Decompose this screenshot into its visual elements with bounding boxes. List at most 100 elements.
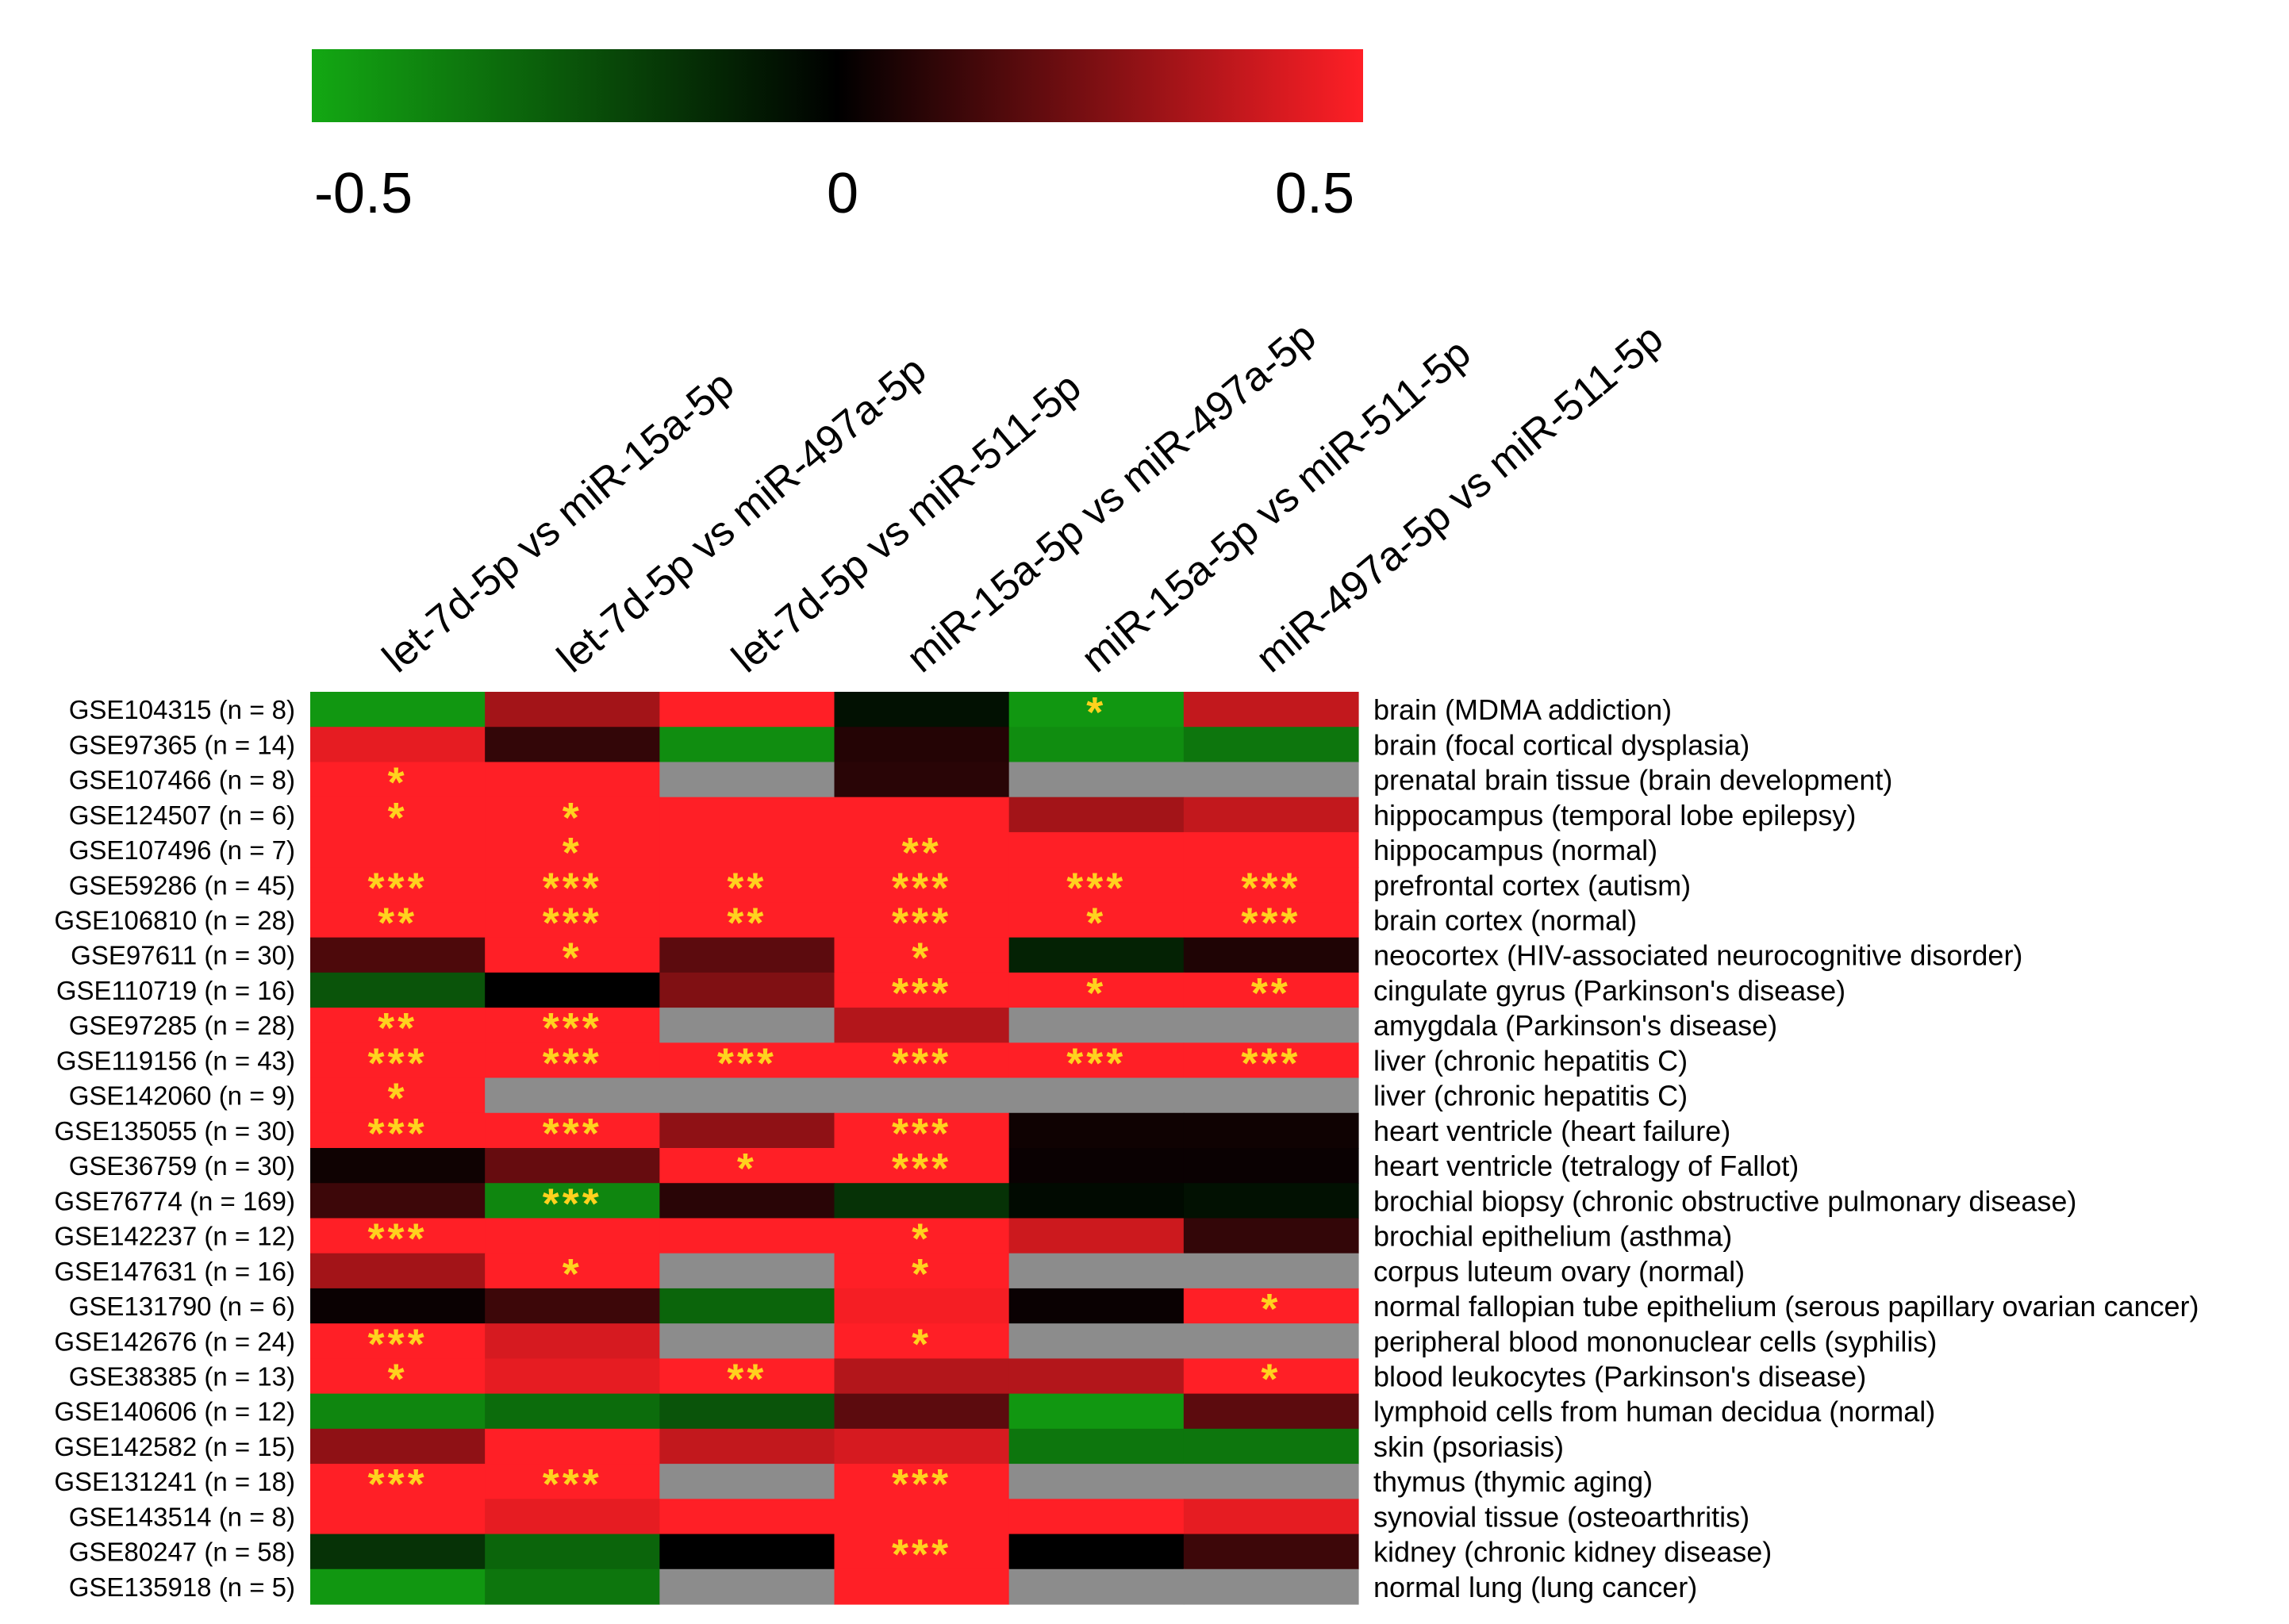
heatmap-cell [485, 1183, 660, 1219]
colorbar: -0.5 0 0.5 [312, 49, 1363, 225]
significance-marker: *** [1241, 1039, 1300, 1087]
heatmap-cell [485, 902, 660, 939]
heatmap-cell [659, 867, 835, 903]
heatmap-cell [1008, 972, 1185, 1008]
dataset-label: GSE59286 (n = 45) [69, 870, 295, 900]
heatmap-cell [1183, 1008, 1359, 1043]
heatmap-cell [659, 1183, 835, 1219]
heatmap-cell [485, 797, 660, 833]
significance-marker: *** [368, 1110, 428, 1158]
significance-marker: *** [543, 1180, 602, 1227]
dataset-label: GSE143514 (n = 8) [69, 1502, 295, 1531]
colorbar-tick-label: -0.5 [314, 162, 413, 225]
heatmap-cell [1183, 1499, 1359, 1535]
heatmap-cell [1008, 1358, 1185, 1395]
significance-marker: *** [892, 969, 951, 1017]
dataset-label: GSE135055 (n = 30) [54, 1116, 295, 1146]
heatmap-cell [485, 1148, 660, 1184]
heatmap-cell [1183, 937, 1359, 973]
heatmap-cell [659, 1042, 835, 1079]
heatmap-cell [310, 1253, 486, 1289]
heatmap-cell [1183, 1077, 1359, 1114]
heatmap-cell [1008, 1428, 1185, 1465]
heatmap-cell [1008, 902, 1185, 939]
dataset-label: GSE147631 (n = 16) [54, 1257, 295, 1286]
heatmap-cell [659, 831, 835, 868]
dataset-label: GSE131790 (n = 6) [69, 1292, 295, 1321]
tissue-label: prenatal brain tissue (brain development… [1373, 764, 1892, 797]
heatmap-cell [834, 1218, 1010, 1254]
heatmap-cell [485, 1112, 660, 1149]
significance-marker: *** [368, 864, 428, 912]
heatmap-cell [834, 1077, 1010, 1114]
significance-marker: * [563, 935, 582, 982]
heatmap-cell [834, 1568, 1010, 1605]
heatmap-cell [485, 692, 660, 728]
heatmap-cell [659, 972, 835, 1008]
significance-marker: *** [1241, 864, 1300, 912]
dataset-label: GSE107466 (n = 8) [69, 766, 295, 795]
heatmap-cell [659, 692, 835, 728]
dataset-label: GSE142676 (n = 24) [54, 1326, 295, 1356]
heatmap-cell [310, 1428, 486, 1465]
heatmap-cell [1183, 1358, 1359, 1395]
tissue-label: synovial tissue (osteoarthritis) [1373, 1500, 1749, 1533]
heatmap-cell [485, 1393, 660, 1430]
heatmap-cell [485, 1428, 660, 1465]
heatmap-cell [485, 1499, 660, 1535]
heatmap-cell [834, 1428, 1010, 1465]
significance-marker: * [388, 1075, 408, 1123]
column-label: let-7d-5p vs miR-511-5p [724, 364, 1090, 681]
dataset-label: GSE104315 (n = 8) [69, 695, 295, 724]
heatmap-cell [659, 1148, 835, 1184]
tissue-label: neocortex (HIV-associated neurocognitive… [1373, 939, 2022, 972]
heatmap-cell [659, 1358, 835, 1395]
heatmap-cell [485, 1358, 660, 1395]
dataset-label: GSE107496 (n = 7) [69, 835, 295, 865]
heatmap-cell [485, 727, 660, 763]
significance-marker: ** [378, 1004, 417, 1052]
heatmap-cell [659, 1534, 835, 1570]
significance-marker: ** [1251, 969, 1291, 1017]
tissue-label: normal lung (lung cancer) [1373, 1571, 1697, 1603]
heatmap-cell [834, 1008, 1010, 1043]
significance-marker: * [1261, 1356, 1281, 1403]
heatmap-cell [485, 1253, 660, 1289]
heatmap-cell [659, 1077, 835, 1114]
heatmap-cell [1008, 1218, 1185, 1254]
heatmap-cell [1183, 1568, 1359, 1605]
heatmap-cell [659, 1464, 835, 1499]
heatmap-cell [659, 762, 835, 798]
significance-marker: *** [892, 1145, 951, 1192]
significance-marker: ** [727, 864, 766, 912]
tissue-label: liver (chronic hepatitis C) [1373, 1080, 1688, 1112]
dataset-label: GSE76774 (n = 169) [54, 1186, 295, 1215]
tissue-label: brain (focal cortical dysplasia) [1373, 728, 1749, 761]
heatmap-cell [310, 1499, 486, 1535]
tissue-label: blood leukocytes (Parkinson's disease) [1373, 1361, 1866, 1393]
significance-marker: * [1086, 689, 1106, 736]
heatmap-cell [1183, 1042, 1359, 1079]
tissue-label: corpus luteum ovary (normal) [1373, 1255, 1745, 1288]
dataset-label: GSE142060 (n = 9) [69, 1081, 295, 1111]
significance-marker: *** [1066, 864, 1126, 912]
heatmap-cell [310, 1393, 486, 1430]
heatmap-cell [834, 867, 1010, 903]
significance-marker: *** [543, 1110, 602, 1158]
heatmap-cell [834, 1148, 1010, 1184]
heatmap-cell [659, 1253, 835, 1289]
dataset-label: GSE119156 (n = 43) [56, 1046, 295, 1075]
heatmap-cell [310, 831, 486, 868]
heatmap-cell [1008, 937, 1185, 973]
heatmap-cell [310, 867, 486, 903]
significance-marker: ** [378, 900, 417, 947]
tissue-label: normal fallopian tube epithelium (serous… [1373, 1290, 2199, 1323]
tissue-label: amygdala (Parkinson's disease) [1373, 1009, 1777, 1042]
heatmap-cell [1183, 762, 1359, 798]
heatmap-cell [659, 1499, 835, 1535]
heatmap-cell [659, 727, 835, 763]
heatmap-cell [1183, 1428, 1359, 1465]
significance-marker: *** [368, 1320, 428, 1368]
heatmap-cell [834, 831, 1010, 868]
heatmap-cell [1008, 867, 1185, 903]
